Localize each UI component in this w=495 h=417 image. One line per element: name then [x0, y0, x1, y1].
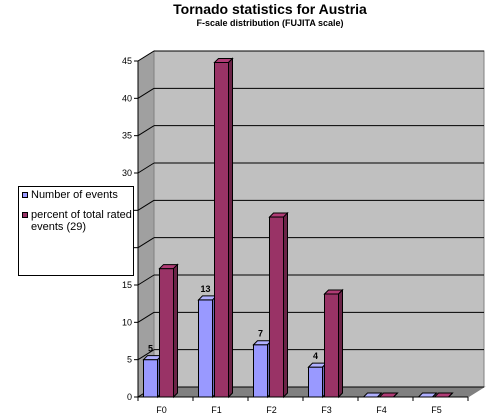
bar-front [253, 344, 268, 398]
y-tick-label: 40 [122, 93, 132, 103]
bar [158, 263, 179, 399]
legend-item-number-of-events: Number of events [21, 189, 133, 201]
gridline [137, 349, 155, 361]
x-tick-label: F4 [376, 405, 387, 415]
bar-side [283, 211, 288, 399]
x-tick-label: F1 [211, 405, 222, 415]
bar-front [324, 293, 339, 398]
y-tick-label: 45 [122, 56, 132, 66]
y-tick-label: 30 [122, 168, 132, 178]
chart-subtitle: F-scale distribution (FUJITA scale) [196, 18, 344, 28]
bar [142, 354, 163, 399]
data-label: 13 [200, 284, 210, 294]
gridline [137, 125, 155, 137]
bar-front [308, 366, 323, 398]
plot-walls [136, 50, 486, 398]
y-tick-label: 35 [122, 131, 132, 141]
gridline [137, 311, 155, 323]
bar [268, 211, 289, 399]
bar [362, 392, 383, 398]
bar-front [198, 299, 213, 398]
y-tick-label: 15 [122, 280, 132, 290]
bar [213, 57, 234, 399]
bar [197, 294, 218, 399]
gridline [137, 199, 155, 211]
gridline [137, 274, 155, 286]
bar-front [269, 216, 284, 398]
bar [378, 392, 399, 398]
bar-side [228, 57, 233, 399]
gridline [137, 87, 155, 99]
x-tick-label: F3 [321, 405, 332, 415]
gridline [137, 237, 155, 249]
y-tick-label: 0 [127, 392, 132, 402]
gridline [137, 162, 155, 174]
x-tick-label: F5 [431, 405, 442, 415]
x-tick-label: F0 [156, 405, 167, 415]
bar-side [338, 288, 343, 399]
bar [323, 288, 344, 399]
bar-marks [142, 57, 454, 399]
y-tick-label: 10 [122, 317, 132, 327]
bar-front [214, 61, 229, 398]
bar [433, 392, 454, 398]
legend-label: percent of total rated events (29) [31, 209, 132, 233]
bar-front [159, 268, 174, 398]
data-label: 4 [313, 351, 318, 361]
legend-swatch-number-of-events [22, 192, 28, 198]
legend-swatch-percent [22, 212, 28, 218]
bar [307, 361, 328, 399]
axes [134, 60, 469, 401]
legend: Number of events percent of total rated … [18, 186, 134, 276]
chart-title: Tornado statistics for Austria [173, 1, 367, 17]
data-label: 5 [148, 344, 153, 354]
legend-label: Number of events [31, 189, 118, 201]
legend-item-percent: percent of total rated events (29) [21, 209, 133, 233]
bar-side [432, 392, 437, 398]
bar [417, 392, 438, 398]
bar-side [448, 392, 453, 398]
data-label: 7 [258, 329, 263, 339]
bar-front [143, 359, 158, 398]
bar [252, 339, 273, 399]
y-tick-label: 5 [127, 355, 132, 365]
x-tick-label: F2 [266, 405, 277, 415]
gridline [137, 50, 155, 62]
bar-side [393, 392, 398, 398]
bar-side [377, 392, 382, 398]
bar-side [173, 263, 178, 399]
